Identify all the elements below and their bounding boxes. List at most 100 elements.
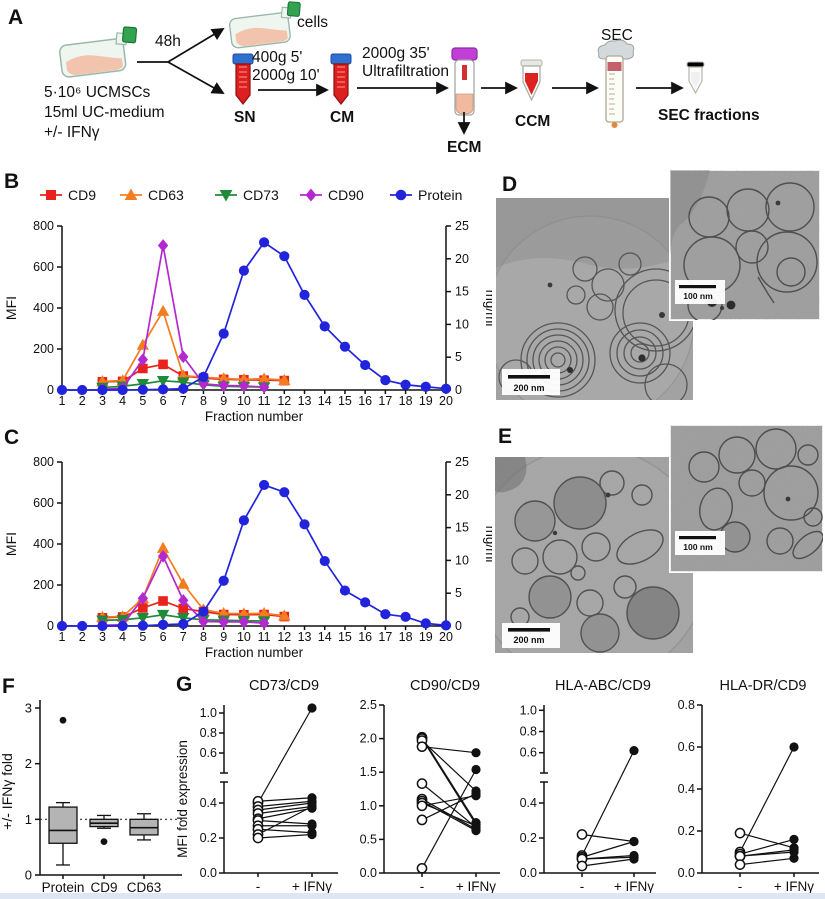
chart-title: HLA-DR/CD9 bbox=[719, 678, 806, 694]
data-point bbox=[238, 615, 250, 629]
data-point bbox=[178, 618, 189, 630]
x-tick-label: 13 bbox=[298, 394, 312, 408]
ccm-tube-icon bbox=[520, 59, 543, 102]
cells-label: cells bbox=[297, 14, 328, 31]
data-point-ifng bbox=[471, 789, 481, 799]
pair-line bbox=[421, 783, 477, 828]
data-point-untreated bbox=[416, 800, 428, 812]
data-point-ifng bbox=[471, 821, 481, 831]
x-category-label: - bbox=[580, 879, 585, 894]
y-tick-label: 0.0 bbox=[678, 866, 695, 880]
y-tick-label: 400 bbox=[33, 301, 54, 315]
y-tick-label: 0.0 bbox=[360, 866, 377, 880]
x-tick-label: 3 bbox=[99, 394, 106, 408]
x-tick-label: 10 bbox=[237, 394, 251, 408]
pair-line bbox=[581, 856, 635, 860]
data-point bbox=[137, 620, 148, 631]
x-category-label: + IFNγ bbox=[456, 879, 496, 894]
y-tick-label: 800 bbox=[33, 219, 54, 233]
chart-title: CD73/CD9 bbox=[249, 678, 319, 694]
data-point-untreated bbox=[734, 859, 746, 870]
panel-label-c: C bbox=[4, 426, 19, 449]
x-tick-label: 16 bbox=[358, 630, 372, 644]
x-tick-label: 1 bbox=[59, 394, 66, 408]
pair-line bbox=[421, 740, 477, 792]
data-point bbox=[299, 519, 310, 530]
y-tick-label: 0.6 bbox=[200, 746, 217, 760]
pair-line bbox=[581, 750, 635, 856]
x-tick-label: 12 bbox=[277, 630, 291, 644]
x-tick-label: 5 bbox=[139, 394, 146, 408]
y-axis-title: +/- IFNγ fold bbox=[0, 753, 15, 830]
x-category-label: CD63 bbox=[127, 880, 162, 895]
y-tick-label: 0.2 bbox=[678, 824, 695, 838]
y-tick-label: 0.8 bbox=[678, 698, 695, 712]
data-point bbox=[156, 304, 170, 316]
data-point bbox=[157, 619, 169, 630]
data-point bbox=[380, 375, 391, 386]
y-tick-label: 15 bbox=[455, 285, 469, 299]
x-tick-label: 14 bbox=[318, 394, 332, 408]
scalebar-e-main-label: 200 nm bbox=[513, 635, 544, 645]
panel-label-g: G bbox=[176, 673, 192, 696]
y-tick-label: 0.6 bbox=[520, 746, 537, 760]
pair-line bbox=[739, 851, 795, 857]
y-tick-label: 1.0 bbox=[200, 706, 217, 720]
panel-label-f: F bbox=[2, 675, 15, 698]
data-point-ifng bbox=[307, 821, 317, 831]
x-tick-label: 18 bbox=[399, 630, 413, 644]
chart-title: CD90/CD9 bbox=[410, 678, 480, 694]
data-point-untreated bbox=[416, 741, 428, 753]
pair-line bbox=[421, 746, 477, 754]
data-point bbox=[177, 377, 190, 389]
y-axis-title-right: mg/ml bbox=[483, 526, 492, 563]
pair-line bbox=[257, 800, 313, 808]
data-point bbox=[117, 620, 128, 632]
y-tick-label: 0.2 bbox=[520, 831, 537, 845]
y-tick-label: 0.0 bbox=[520, 866, 537, 880]
y-tick-label: 0.4 bbox=[678, 782, 695, 796]
arrow-to-cells bbox=[167, 28, 225, 63]
panel-g-plot-cd73-cd9: G 0.6 0.8 1.0 0.0 0.2 0.4 - + IFNγ CD73/CD9 MFI f… bbox=[176, 673, 338, 894]
x-axis-title: Fraction number bbox=[205, 409, 304, 424]
ultrafiltration-tube-icon bbox=[451, 47, 478, 116]
y-tick-label: 10 bbox=[455, 317, 469, 331]
data-point bbox=[360, 359, 371, 371]
x-tick-label: 6 bbox=[160, 394, 167, 408]
data-point bbox=[218, 379, 229, 392]
sec-label: SEC bbox=[601, 27, 633, 44]
y-tick-label: 0.4 bbox=[520, 796, 537, 810]
pair-line bbox=[421, 793, 477, 821]
panel-label-e: E bbox=[498, 425, 512, 448]
scalebar-d-inset-label: 100 nm bbox=[683, 291, 713, 301]
y-tick-label: 800 bbox=[33, 455, 54, 469]
data-point bbox=[305, 188, 317, 202]
data-point bbox=[395, 189, 407, 201]
y-tick-label: 0.2 bbox=[200, 831, 217, 845]
data-point bbox=[157, 550, 169, 563]
data-point bbox=[258, 380, 270, 394]
sec-fraction-tube-icon bbox=[686, 61, 705, 95]
pair-line bbox=[257, 805, 313, 815]
data-point bbox=[156, 375, 170, 388]
panel-label-a: A bbox=[8, 6, 23, 29]
em-image-d-inset: 100 nm bbox=[669, 169, 821, 321]
data-point bbox=[136, 379, 149, 391]
y-tick-label: 2.5 bbox=[360, 698, 377, 712]
data-point bbox=[319, 555, 330, 567]
data-point bbox=[124, 188, 138, 200]
data-point bbox=[157, 384, 169, 395]
data-point bbox=[137, 592, 148, 605]
y-tick-label: 0 bbox=[47, 383, 54, 397]
data-point-ifng bbox=[307, 801, 317, 812]
y-tick-label: 1.5 bbox=[360, 765, 377, 779]
x-tick-label: 3 bbox=[99, 630, 106, 644]
x-tick-label: 13 bbox=[298, 630, 312, 644]
data-point bbox=[278, 609, 291, 621]
x-category-label: Protein bbox=[42, 880, 85, 895]
panel-a-workflow: A 5·10⁶ UCMSCs 15ml UC-medium +/- IFNγ 4… bbox=[8, 0, 760, 156]
flask-caption-line1: 5·10⁶ UCMSCs bbox=[44, 84, 151, 101]
data-point bbox=[137, 384, 148, 395]
data-point bbox=[219, 190, 233, 202]
data-point bbox=[56, 620, 68, 632]
